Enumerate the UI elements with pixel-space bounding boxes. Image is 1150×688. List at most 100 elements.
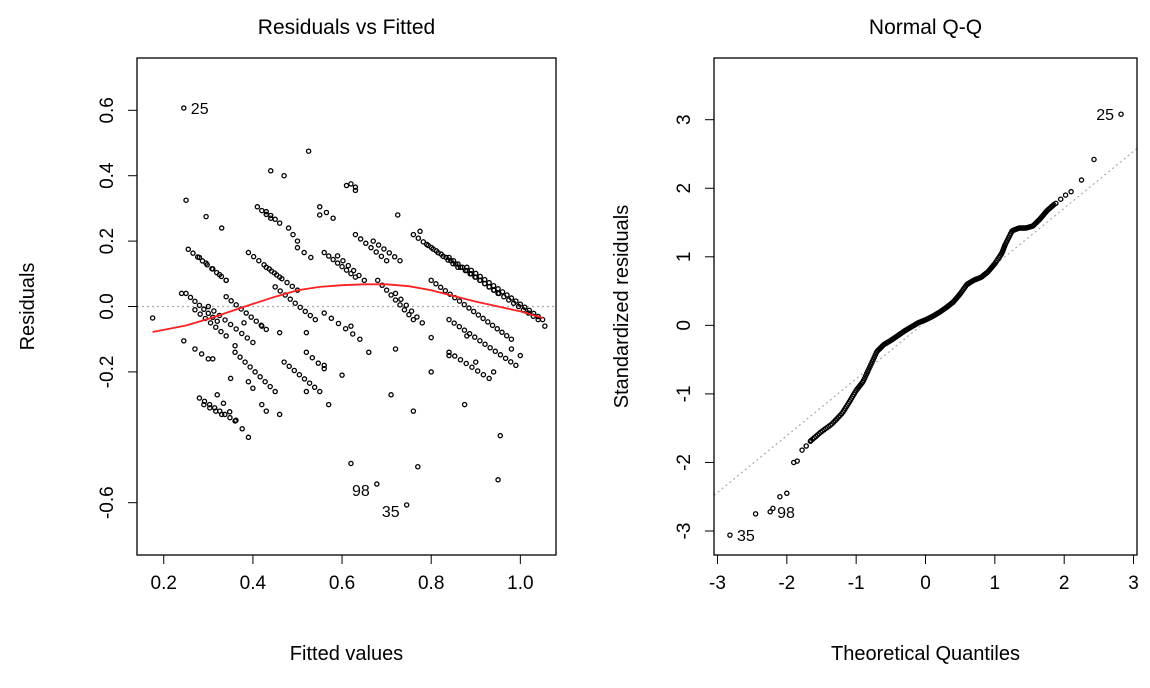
- data-point: [308, 254, 314, 261]
- data-point: [214, 392, 220, 398]
- data-point: [486, 279, 492, 286]
- x-tick-label: 0.8: [418, 573, 444, 594]
- data-point: [403, 502, 410, 508]
- data-point: [395, 212, 401, 218]
- data-point: [428, 244, 435, 251]
- data-point: [397, 257, 403, 264]
- data-point: [517, 352, 524, 359]
- chart-title: Normal Q-Q: [869, 16, 982, 39]
- data-point: [414, 314, 420, 320]
- data-point: [477, 273, 483, 280]
- data-point: [205, 356, 212, 362]
- data-point: [767, 509, 773, 515]
- data-point: [513, 362, 519, 369]
- y-tick-label: 0.2: [97, 228, 118, 254]
- data-point: [185, 246, 192, 253]
- data-point: [328, 315, 335, 322]
- data-point: [206, 401, 213, 408]
- data-point: [474, 368, 481, 374]
- data-point: [410, 231, 417, 238]
- y-tick-label: 2: [674, 183, 695, 194]
- data-point: [227, 375, 234, 382]
- x-tick-label: -2: [778, 573, 795, 594]
- data-point: [245, 249, 252, 256]
- data-point: [303, 388, 310, 395]
- data-point: [352, 184, 359, 190]
- data-point: [250, 339, 256, 346]
- x-tick-label: 3: [1128, 573, 1139, 594]
- data-point: [403, 302, 409, 308]
- data-point: [315, 360, 322, 366]
- data-point: [247, 364, 253, 370]
- data-point: [456, 323, 463, 330]
- point-label: 98: [777, 505, 795, 522]
- data-point: [446, 254, 452, 261]
- data-point: [342, 325, 349, 332]
- normal-qq-panel: Normal Q-Q Theoretical Quantiles Standardi…: [611, 16, 1139, 665]
- data-point: [368, 244, 374, 251]
- data-point: [379, 282, 385, 288]
- data-point: [237, 354, 243, 360]
- data-point: [335, 320, 342, 327]
- data-point: [273, 272, 280, 278]
- data-point: [223, 293, 229, 300]
- data-point: [502, 355, 509, 362]
- data-point: [506, 297, 512, 303]
- data-point: [250, 253, 257, 260]
- data-point: [499, 329, 505, 336]
- data-point: [220, 400, 227, 407]
- data-point: [398, 296, 404, 303]
- data-point: [794, 458, 800, 464]
- data-point: [290, 231, 296, 238]
- data-point: [311, 384, 318, 391]
- data-point: [210, 266, 216, 272]
- data-point: [386, 250, 393, 256]
- data-point: [451, 320, 457, 326]
- data-point: [263, 208, 270, 215]
- data-point: [489, 322, 496, 329]
- data-points: [727, 111, 1124, 538]
- data-point: [218, 328, 224, 335]
- data-point: [227, 414, 233, 421]
- data-point: [457, 264, 464, 271]
- data-point: [272, 388, 278, 395]
- data-point: [415, 463, 421, 470]
- data-point: [419, 320, 426, 326]
- data-point: [296, 371, 303, 378]
- residuals-vs-fitted-panel: Residuals vs Fitted Fitted values Residual…: [17, 16, 557, 665]
- data-point: [468, 267, 475, 274]
- data-point: [244, 335, 251, 341]
- data-point: [340, 257, 346, 264]
- y-tick-label: -2: [674, 454, 695, 471]
- data-point: [1118, 111, 1124, 117]
- point-label: 98: [352, 483, 370, 500]
- data-point: [352, 187, 359, 194]
- data-point: [210, 356, 216, 362]
- data-point: [277, 288, 283, 294]
- data-point: [443, 254, 449, 261]
- data-point: [263, 326, 270, 333]
- data-point: [232, 342, 238, 349]
- data-point: [196, 302, 203, 309]
- data-point: [187, 294, 194, 301]
- data-point: [383, 287, 390, 293]
- data-point: [473, 359, 479, 365]
- data-point: [428, 277, 434, 284]
- data-point: [222, 317, 228, 323]
- data-point: [366, 349, 372, 356]
- data-point: [475, 312, 482, 318]
- data-point: [183, 197, 189, 203]
- data-point: [428, 369, 434, 375]
- data-point: [507, 359, 514, 365]
- data-point: [433, 248, 440, 254]
- data-point: [492, 348, 499, 355]
- data-point: [212, 324, 219, 330]
- data-point: [301, 376, 308, 382]
- data-point: [253, 318, 259, 324]
- data-point: [321, 362, 327, 369]
- data-point: [452, 353, 458, 359]
- data-point: [388, 292, 394, 298]
- data-point: [272, 284, 278, 290]
- data-point: [526, 307, 533, 314]
